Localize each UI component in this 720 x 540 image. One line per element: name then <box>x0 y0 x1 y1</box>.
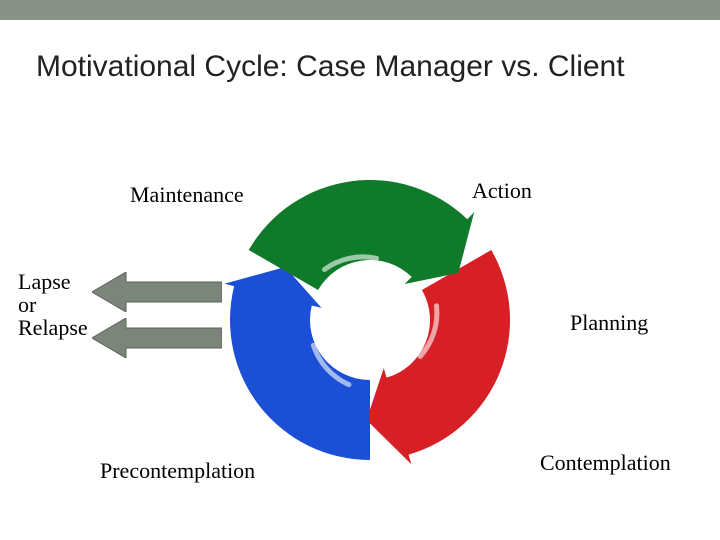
cycle-diagram <box>200 150 540 490</box>
label-lapse-l1: Lapse <box>18 270 88 293</box>
label-lapse-l3: Relapse <box>18 316 88 339</box>
cycle-segment-red <box>367 250 510 464</box>
cycle-segment-blue <box>224 267 370 460</box>
label-lapse-l2: or <box>18 293 88 316</box>
label-planning: Planning <box>570 310 648 336</box>
label-contemplation: Contemplation <box>540 450 671 476</box>
label-lapse: Lapse or Relapse <box>18 270 88 339</box>
page-title: Motivational Cycle: Case Manager vs. Cli… <box>36 50 625 84</box>
top-bar <box>0 0 720 20</box>
